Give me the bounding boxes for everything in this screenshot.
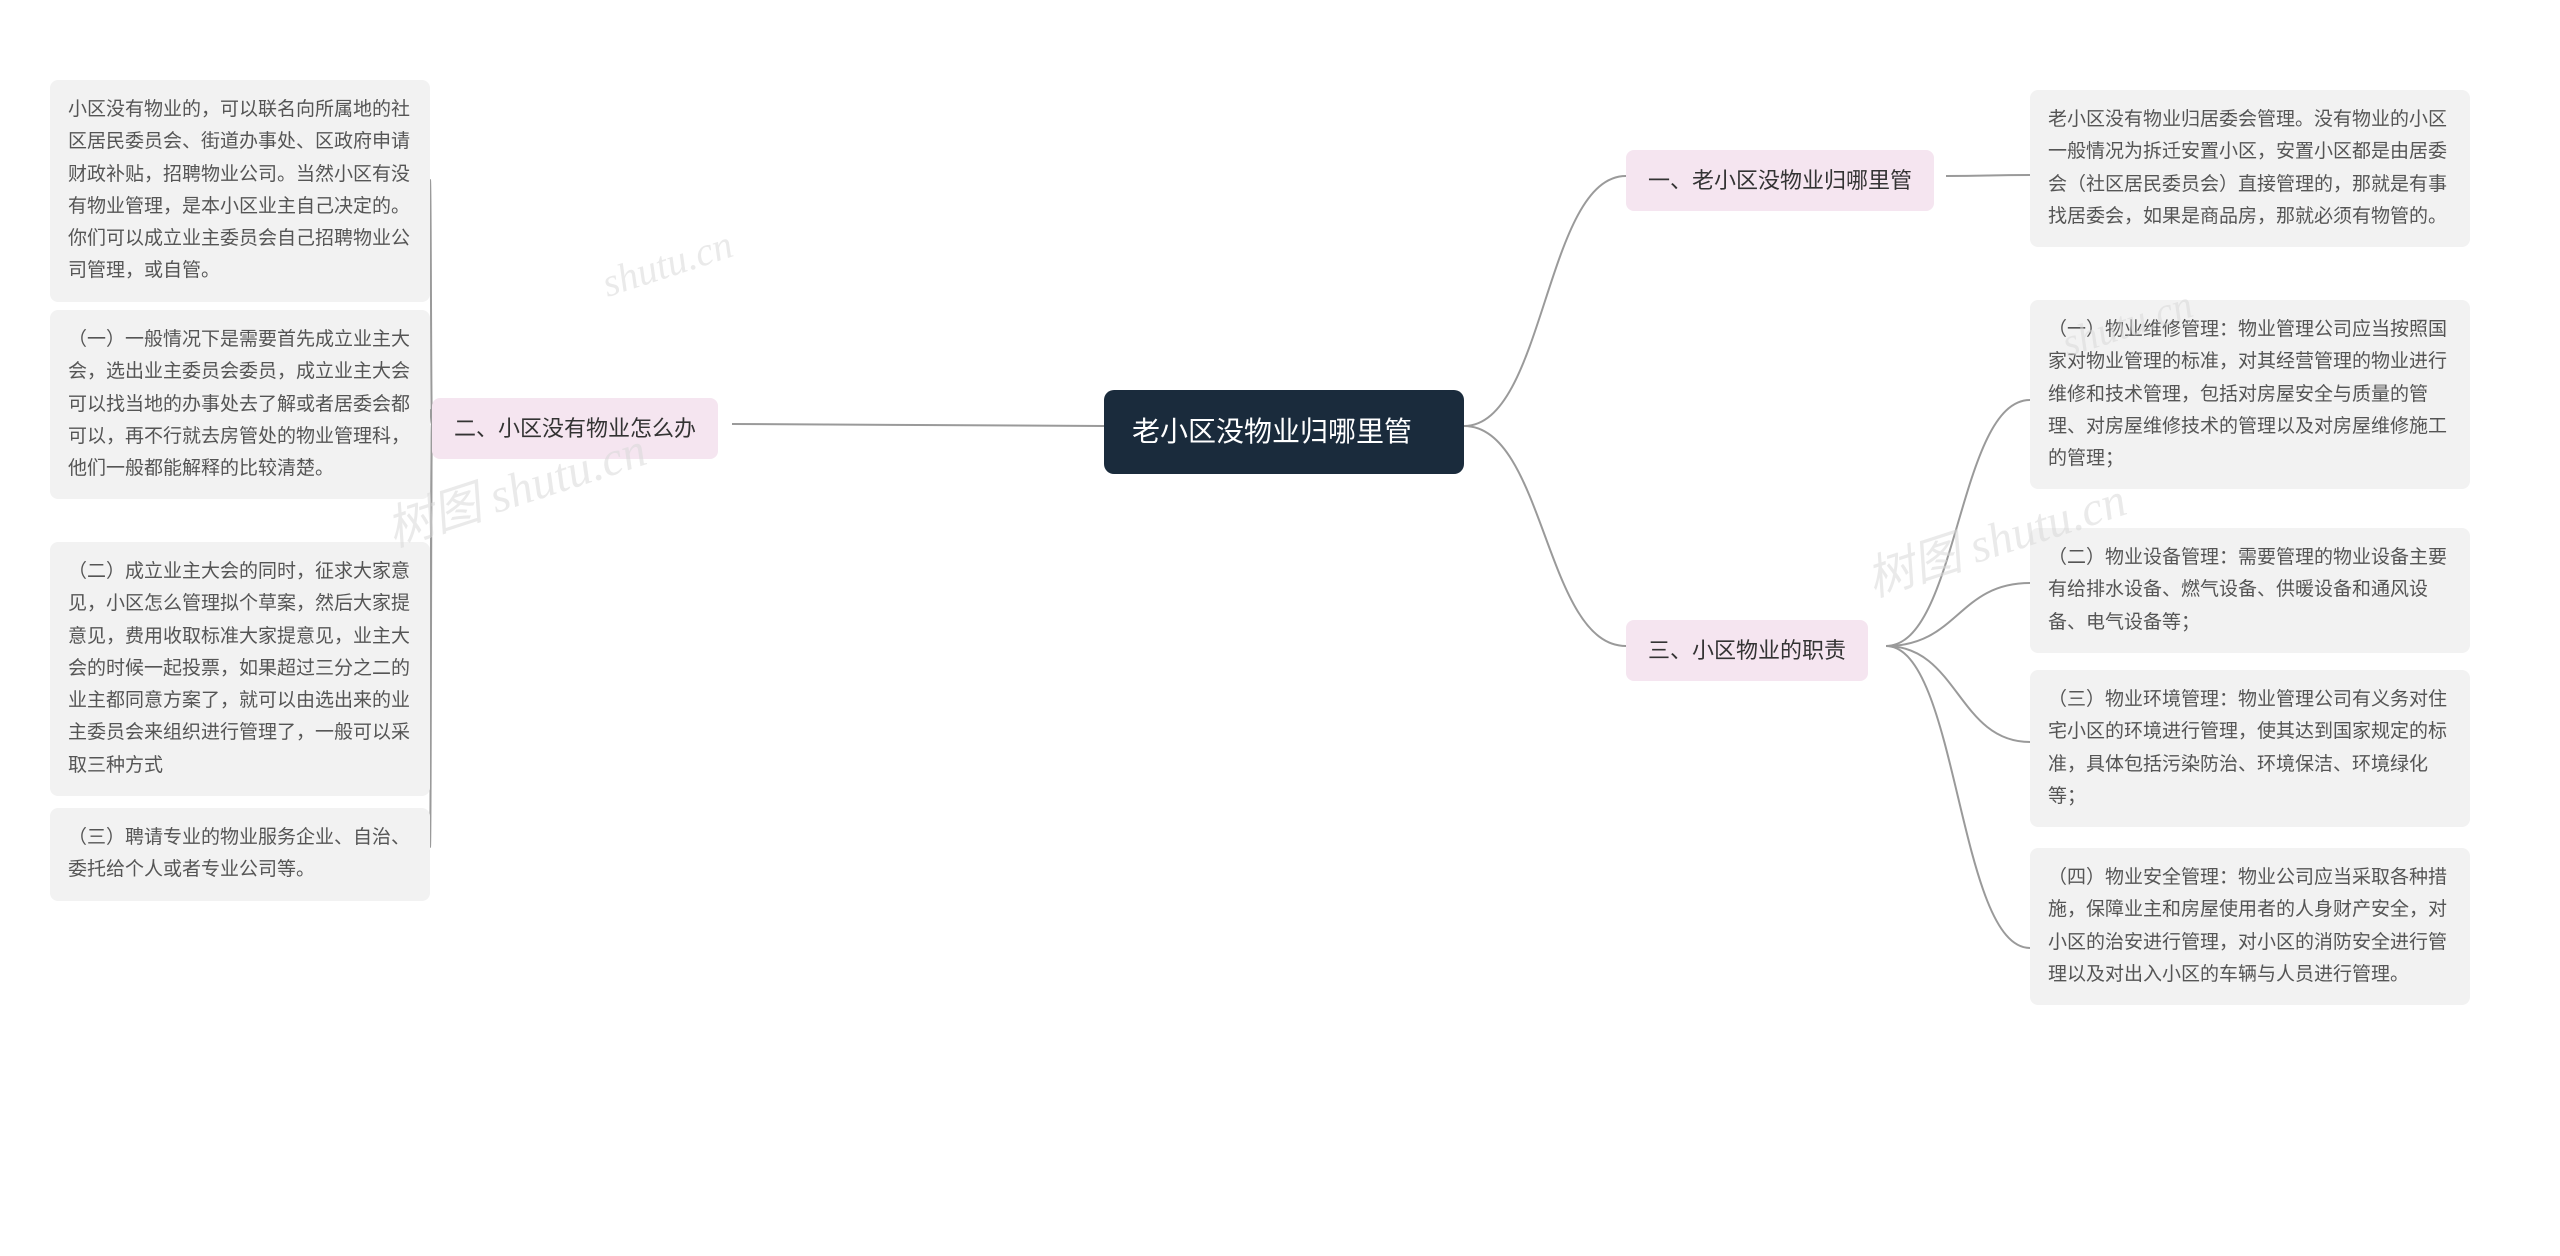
root-node[interactable]: 老小区没物业归哪里管 xyxy=(1104,390,1464,474)
leaf-r3-4[interactable]: （四）物业安全管理：物业公司应当采取各种措施，保障业主和房屋使用者的人身财产安全… xyxy=(2030,848,2470,1005)
branch-1[interactable]: 一、老小区没物业归哪里管 xyxy=(1626,150,1934,211)
watermark: shutu.cn xyxy=(596,220,738,306)
branch-2[interactable]: 二、小区没有物业怎么办 xyxy=(432,398,718,459)
leaf-r3-3[interactable]: （三）物业环境管理：物业管理公司有义务对住宅小区的环境进行管理，使其达到国家规定… xyxy=(2030,670,2470,827)
leaf-l2-0[interactable]: 小区没有物业的，可以联名向所属地的社区居民委员会、街道办事处、区政府申请财政补贴… xyxy=(50,80,430,302)
leaf-r3-1[interactable]: （一）物业维修管理：物业管理公司应当按照国家对物业管理的标准，对其经营管理的物业… xyxy=(2030,300,2470,489)
leaf-r3-2[interactable]: （二）物业设备管理：需要管理的物业设备主要有给排水设备、燃气设备、供暖设备和通风… xyxy=(2030,528,2470,653)
leaf-r1-1[interactable]: 老小区没有物业归居委会管理。没有物业的小区一般情况为拆迁安置小区，安置小区都是由… xyxy=(2030,90,2470,247)
leaf-l2-1[interactable]: （一）一般情况下是需要首先成立业主大会，选出业主委员会委员，成立业主大会可以找当… xyxy=(50,310,430,499)
branch-3[interactable]: 三、小区物业的职责 xyxy=(1626,620,1868,681)
leaf-l2-2[interactable]: （二）成立业主大会的同时，征求大家意见，小区怎么管理拟个草案，然后大家提意见，费… xyxy=(50,542,430,796)
leaf-l2-3[interactable]: （三）聘请专业的物业服务企业、自治、委托给个人或者专业公司等。 xyxy=(50,808,430,901)
